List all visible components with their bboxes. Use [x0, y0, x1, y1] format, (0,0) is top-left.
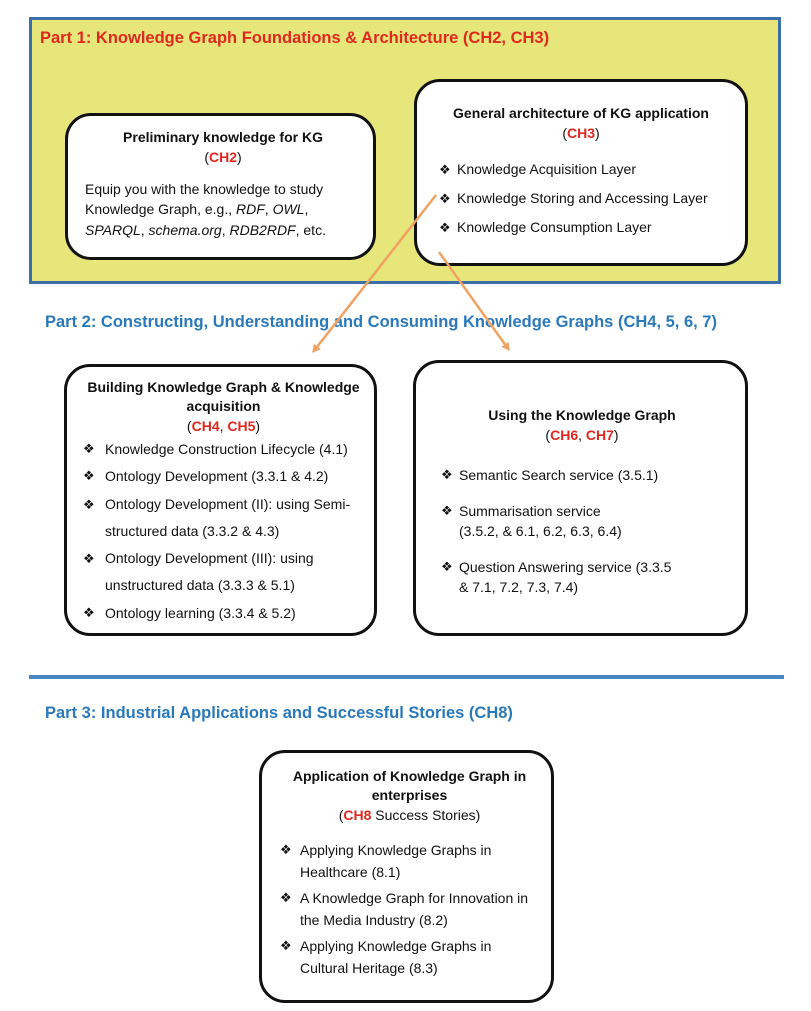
bullet-icon: ❖	[83, 441, 95, 457]
bullet-icon: ❖	[439, 191, 451, 207]
list-item: ❖ Knowledge Storing and Accessing Layer	[439, 184, 737, 213]
architecture-title: General architecture of KG application	[453, 105, 709, 121]
list-item: ❖ Ontology Development (II): using Semi-s…	[83, 491, 364, 545]
ref-suffix: Success Stories	[371, 806, 476, 823]
bullet-icon: ❖	[439, 220, 451, 236]
building-kg-list: ❖ Knowledge Construction Lifecycle (4.1) …	[83, 437, 364, 625]
term-sparql: SPARQL	[85, 221, 141, 238]
term-rdb2rdf: RDB2RDF	[229, 221, 296, 238]
list-item: ❖ Knowledge Consumption Layer	[439, 213, 737, 242]
prelim-knowledge-ref: (CH2)	[204, 148, 242, 165]
term-owl: OWL	[272, 201, 305, 218]
bullet-icon: ❖	[280, 890, 292, 906]
enterprise-app-title: Application of Knowledge Graph in enterp…	[292, 768, 527, 803]
building-kg-box: Building Knowledge Graph & Knowledge acq…	[64, 364, 377, 636]
list-item: ❖ Ontology Development (3.3.1 & 4.2)	[83, 464, 364, 488]
list-item: ❖ Semantic Search service (3.5.1)	[441, 467, 659, 484]
list-item: ❖ Applying Knowledge Graphs in Healthcare…	[280, 839, 539, 883]
desc-suffix: , etc.	[295, 221, 326, 238]
enterprise-app-list: ❖ Applying Knowledge Graphs in Healthcare…	[280, 839, 539, 979]
part2-title: Part 2: Constructing, Understanding and …	[45, 313, 717, 331]
bullet-icon: ❖	[83, 468, 95, 484]
enterprise-app-box: Application of Knowledge Graph in enterp…	[259, 750, 554, 1003]
prelim-knowledge-title: Preliminary knowledge for KG	[123, 129, 323, 145]
chapter-ref: CH2	[208, 148, 237, 165]
architecture-ref: (CH3)	[562, 124, 600, 141]
term-schema-org: schema.org	[148, 221, 222, 238]
building-kg-title: Building Knowledge Graph & Knowledge acq…	[87, 379, 360, 414]
chapter-ref: CH7	[585, 426, 614, 443]
chapter-ref: CH5	[227, 417, 256, 434]
list-item: ❖ Summarisation service (3.5.2, & 6.1, 6.…	[441, 503, 622, 540]
bullet-icon: ❖	[83, 551, 95, 567]
bullet-icon: ❖	[280, 842, 292, 858]
list-item: ❖ Ontology Development (III): using unstr…	[83, 545, 364, 599]
enterprise-app-ref: (CH8 Success Stories)	[338, 806, 481, 823]
chapter-ref: CH4	[191, 417, 220, 434]
architecture-list: ❖ Knowledge Acquisition Layer ❖ Knowledge …	[439, 155, 737, 242]
bullet-icon: ❖	[441, 503, 453, 519]
using-kg-title: Using the Knowledge Graph	[488, 407, 676, 423]
list-item: ❖ Knowledge Acquisition Layer	[439, 155, 737, 184]
list-item: ❖ Ontology learning (3.3.4 & 5.2)	[83, 601, 364, 625]
chapter-ref: CH3	[566, 124, 595, 141]
list-item: ❖ A Knowledge Graph for Innovation in the…	[280, 887, 539, 931]
part1-title: Part 1: Knowledge Graph Foundations & Ar…	[40, 29, 550, 47]
bullet-icon: ❖	[83, 605, 95, 621]
desc-prefix: Equip you with the knowledge to study Kn…	[85, 181, 324, 218]
chapter-ref: CH8	[343, 806, 372, 823]
chapter-ref: CH6	[550, 426, 579, 443]
bullet-icon: ❖	[441, 467, 453, 483]
list-item: ❖ Knowledge Construction Lifecycle (4.1)	[83, 437, 364, 461]
architecture-box: General architecture of KG application (…	[414, 79, 748, 266]
term-rdf: RDF	[236, 201, 265, 218]
list-item: ❖ Applying Knowledge Graphs in Cultural H…	[280, 935, 539, 979]
section-divider	[29, 675, 784, 679]
using-kg-ref: (CH6, CH7)	[545, 426, 619, 443]
prelim-knowledge-box: Preliminary knowledge for KG (CH2) Equip…	[65, 113, 376, 260]
using-kg-box: Using the Knowledge Graph (CH6, CH7) ❖ Se…	[413, 360, 748, 636]
prelim-knowledge-desc: Equip you with the knowledge to study Kn…	[85, 181, 326, 238]
bullet-icon: ❖	[83, 497, 95, 513]
using-kg-list: ❖ Semantic Search service (3.5.1) ❖ Summar…	[441, 465, 735, 597]
part3-title: Part 3: Industrial Applications and Succ…	[45, 704, 513, 722]
bullet-icon: ❖	[439, 162, 451, 178]
building-kg-ref: (CH4, CH5)	[186, 417, 261, 434]
bullet-icon: ❖	[280, 938, 292, 954]
list-item: ❖ Question Answering service (3.3.5 & 7.1…	[441, 559, 672, 596]
bullet-icon: ❖	[441, 559, 453, 575]
